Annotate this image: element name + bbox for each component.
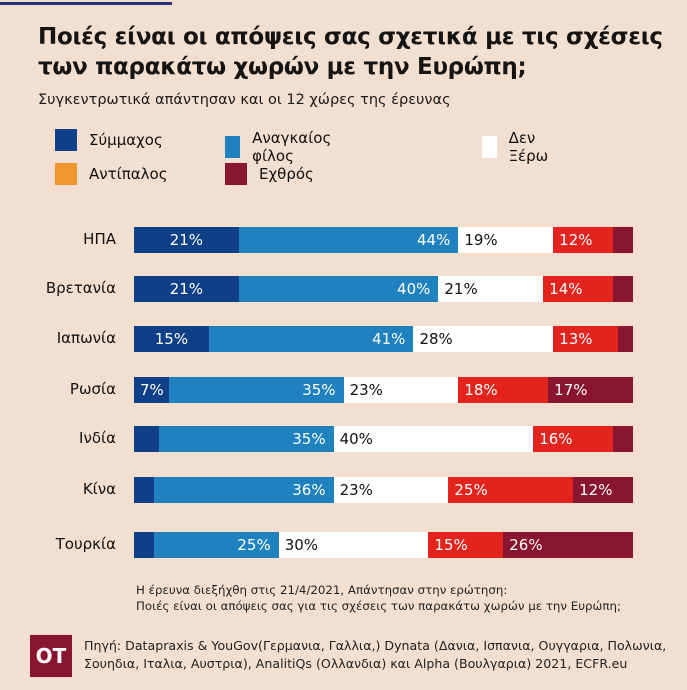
bar-segment-enemy xyxy=(613,426,634,452)
legend-item-enemy: Εχθρός xyxy=(225,163,314,185)
data-label: 26% xyxy=(509,536,543,554)
data-label: 17% xyxy=(554,381,588,399)
data-label: 30% xyxy=(284,536,319,554)
legend-item-necessary-friend: Αναγκαίος φίλος xyxy=(225,129,338,165)
legend-label: Αναγκαίος φίλος xyxy=(252,129,332,165)
data-label: 15% xyxy=(154,330,189,348)
data-label: 21% xyxy=(169,280,204,298)
bar-segment-enemy xyxy=(618,326,634,352)
legend-swatch-necessary-friend xyxy=(225,136,241,158)
data-label: 23% xyxy=(349,381,383,399)
bar-segment-rival xyxy=(428,532,504,558)
data-label: 7% xyxy=(140,381,164,399)
data-label: 12% xyxy=(559,231,593,249)
bar-segment-enemy xyxy=(613,227,634,253)
data-label: 14% xyxy=(549,280,583,298)
bar-segment-ally xyxy=(134,377,170,403)
bar-segment-dont-know xyxy=(343,377,459,403)
data-label: 15% xyxy=(434,536,468,554)
survey-note: Η έρευνα διεξήχθη στις 21/4/2021, Απάντη… xyxy=(136,582,621,614)
category-label: ΗΠΑ xyxy=(83,230,116,248)
category-label: Ινδία xyxy=(79,429,116,447)
top-accent-line xyxy=(0,2,172,5)
data-label: 41% xyxy=(372,330,406,348)
bar-segment-rival xyxy=(553,326,619,352)
data-label: 40% xyxy=(339,430,373,448)
bar-segment-necessary-friend xyxy=(153,532,280,558)
bar-segment-enemy xyxy=(548,377,634,403)
bar-segment-dont-know xyxy=(278,532,429,558)
legend-label: Σύμμαχος xyxy=(89,131,163,149)
legend-item-ally: Σύμμαχος xyxy=(55,129,163,151)
bar-segment-enemy xyxy=(573,477,634,503)
data-label: 12% xyxy=(579,481,613,499)
bar-segment-ally xyxy=(134,276,240,302)
legend-item-dont-know: Δεν Ξέρω xyxy=(482,129,556,165)
bar-segment-dont-know xyxy=(333,426,534,452)
bar-segment-ally xyxy=(134,532,155,558)
data-label: 35% xyxy=(302,381,336,399)
chart-title: Ποιές είναι οι απόψεις σας σχετικά με τι… xyxy=(38,24,663,80)
bar-segment-necessary-friend xyxy=(208,326,414,352)
data-label: 35% xyxy=(292,430,326,448)
category-label: Κίνα xyxy=(82,480,116,498)
bar-segment-enemy xyxy=(613,276,634,302)
data-label: 25% xyxy=(454,481,488,499)
bar-segment-rival xyxy=(553,227,614,253)
bar-segment-ally xyxy=(134,426,160,452)
category-label: Ιαπωνία xyxy=(56,329,116,347)
data-label: 21% xyxy=(169,231,204,249)
data-label: 16% xyxy=(539,430,573,448)
legend-swatch-dont-know xyxy=(482,136,497,158)
legend-swatch-enemy xyxy=(225,163,247,185)
legend-label: Δεν Ξέρω xyxy=(508,129,549,165)
bar-segment-dont-know xyxy=(413,326,554,352)
bar-segment-necessary-friend xyxy=(153,477,335,503)
bar-segment-dont-know xyxy=(333,477,449,503)
data-label: 40% xyxy=(397,280,431,298)
legend-item-rival: Αντίπαλος xyxy=(55,163,168,185)
bar-segment-rival xyxy=(543,276,614,302)
category-label: Ρωσία xyxy=(69,380,116,398)
data-label: 25% xyxy=(237,536,271,554)
stacked-bar-chart: ΗΠΑ 21% 44% 19% 12% Βρετανία 21% 40% 21% 14% Ιαπων… xyxy=(45,227,634,558)
bar-segment-necessary-friend xyxy=(168,377,345,403)
bar-segment-ally xyxy=(134,227,240,253)
legend-swatch-rival xyxy=(55,163,77,185)
source-text: Πηγή: Datapraxis & YouGov(Γερμανια, Γαλλ… xyxy=(84,638,667,671)
data-label: 23% xyxy=(339,481,373,499)
bar-segment-dont-know xyxy=(438,276,544,302)
bar-segment-enemy xyxy=(503,532,634,558)
data-label: 19% xyxy=(464,231,498,249)
legend-swatch-ally xyxy=(55,129,77,151)
bar-segment-rival xyxy=(458,377,549,403)
bar-segment-necessary-friend xyxy=(158,426,335,452)
bar-segment-rival xyxy=(448,477,574,503)
data-label: 36% xyxy=(292,481,326,499)
chart-subtitle: Συγκεντρωτικά απάντησαν και οι 12 χώρες … xyxy=(38,92,451,108)
bar-segment-necessary-friend xyxy=(238,227,459,253)
category-label: Τουρκία xyxy=(55,535,116,553)
data-label: 28% xyxy=(419,330,453,348)
note-line-1: Η έρευνα διεξήχθη στις 21/4/2021, Απάντη… xyxy=(136,583,508,597)
legend-label: Αντίπαλος xyxy=(89,165,168,183)
data-label: 13% xyxy=(559,330,593,348)
ot-logo: OT xyxy=(30,635,72,677)
legend-label: Εχθρός xyxy=(259,165,314,183)
bar-segment-necessary-friend xyxy=(238,276,439,302)
note-line-2: Ποιές είναι οι απόψεις σας για τις σχέσε… xyxy=(136,599,621,613)
data-label: 44% xyxy=(416,231,451,249)
bar-segment-dont-know xyxy=(458,227,554,253)
data-label: 18% xyxy=(464,381,498,399)
bar-segment-ally xyxy=(134,326,210,352)
bar-segment-ally xyxy=(134,477,155,503)
bar-segment-rival xyxy=(533,426,614,452)
category-label: Βρετανία xyxy=(45,279,116,297)
data-label: 21% xyxy=(444,280,478,298)
